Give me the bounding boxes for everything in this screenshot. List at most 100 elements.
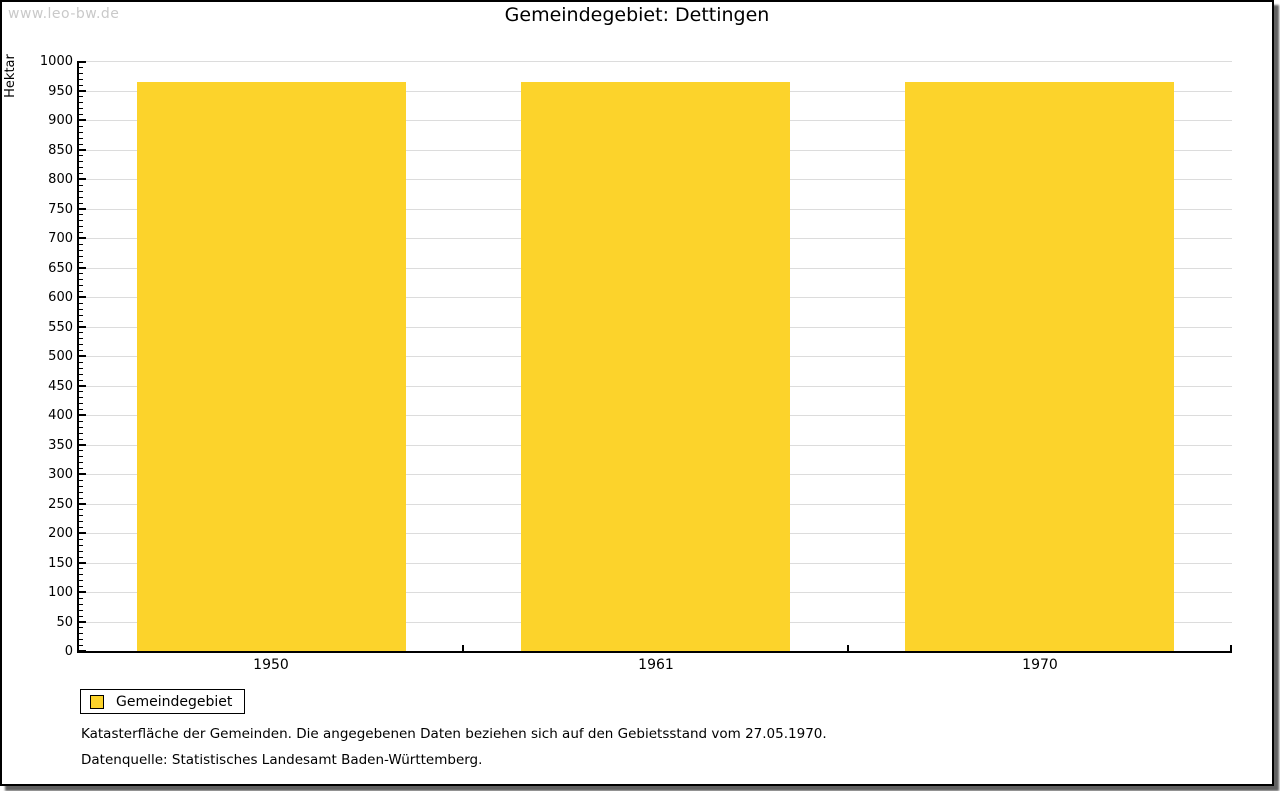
y-axis-major-tick [79, 414, 86, 416]
y-axis-tick-label: 50 [56, 614, 73, 630]
y-axis-minor-tick [79, 85, 83, 86]
y-axis-minor-tick [79, 586, 83, 587]
y-axis-minor-tick [79, 380, 83, 381]
y-axis-minor-tick [79, 574, 83, 575]
y-axis-minor-tick [79, 480, 83, 481]
y-axis-minor-tick [79, 598, 83, 599]
y-axis-minor-tick [79, 161, 83, 162]
y-axis-minor-tick [79, 568, 83, 569]
legend-swatch [90, 694, 104, 709]
y-axis-minor-tick [79, 273, 83, 274]
bar-1950 [137, 82, 406, 651]
y-axis-minor-tick [79, 450, 83, 451]
y-axis-minor-tick [79, 391, 83, 392]
y-axis-minor-tick [79, 303, 83, 304]
y-axis-major-tick [79, 473, 86, 475]
y-axis-minor-tick [79, 409, 83, 410]
y-axis-minor-tick [79, 232, 83, 233]
y-axis-minor-tick [79, 456, 83, 457]
y-axis-minor-tick [79, 332, 83, 333]
y-axis-minor-tick [79, 197, 83, 198]
y-axis-tick-label: 500 [48, 349, 73, 364]
y-axis-minor-tick [79, 521, 83, 522]
source-note: Katasterfläche der Gemeinden. Die angege… [81, 726, 827, 742]
y-axis-major-tick [79, 385, 86, 387]
y-axis-minor-tick [79, 167, 83, 168]
y-axis-minor-tick [79, 627, 83, 628]
y-axis-major-tick [79, 149, 86, 151]
y-axis-minor-tick [79, 73, 83, 74]
y-axis-tick-label: 700 [48, 231, 73, 246]
y-axis-minor-tick [79, 639, 83, 640]
y-axis-tick-label: 250 [48, 496, 73, 512]
y-axis-major-tick [79, 61, 86, 63]
y-axis-minor-tick [79, 633, 83, 634]
y-axis-minor-tick [79, 185, 83, 186]
y-axis-minor-tick [79, 509, 83, 510]
x-axis-tick [462, 645, 464, 651]
y-axis-major-tick [79, 90, 86, 92]
y-axis-minor-tick [79, 368, 83, 369]
y-axis-minor-tick [79, 433, 83, 434]
y-axis-minor-tick [79, 256, 83, 257]
y-axis-minor-tick [79, 144, 83, 145]
y-axis-tick-label: 350 [48, 437, 73, 453]
y-axis-minor-tick [79, 291, 83, 292]
y-axis-tick-label: 200 [48, 526, 73, 541]
gridline [79, 61, 1232, 62]
y-axis-major-tick [79, 237, 86, 239]
data-source: Datenquelle: Statistisches Landesamt Bad… [81, 752, 483, 768]
y-axis-minor-tick [79, 279, 83, 280]
y-axis-minor-tick [79, 551, 83, 552]
y-axis-minor-tick [79, 492, 83, 493]
y-axis-tick-label: 650 [48, 260, 73, 276]
y-axis-minor-tick [79, 138, 83, 139]
y-axis-minor-tick [79, 557, 83, 558]
y-axis-minor-tick [79, 580, 83, 581]
x-axis-tick [1230, 645, 1232, 651]
y-axis-minor-tick [79, 108, 83, 109]
y-axis-tick-label: 0 [64, 644, 73, 659]
y-axis-minor-tick [79, 468, 83, 469]
x-axis-category-label: 1961 [638, 657, 674, 673]
y-axis-minor-tick [79, 96, 83, 97]
y-axis-minor-tick [79, 244, 83, 245]
y-axis-major-tick [79, 444, 86, 446]
bar-1961 [521, 82, 790, 651]
y-axis-tick-label: 800 [48, 172, 73, 187]
y-axis-major-tick [79, 119, 86, 121]
y-axis-tick-label: 750 [48, 201, 73, 217]
legend-label: Gemeindegebiet [116, 693, 233, 710]
y-axis-tick-label: 400 [48, 408, 73, 423]
y-axis-title: Hektar [3, 54, 18, 98]
y-axis-minor-tick [79, 226, 83, 227]
y-axis-minor-tick [79, 114, 83, 115]
y-axis-minor-tick [79, 486, 83, 487]
x-axis-category-label: 1970 [1022, 657, 1058, 673]
y-axis-minor-tick [79, 616, 83, 617]
y-axis-tick-label: 450 [48, 378, 73, 394]
y-axis-minor-tick [79, 403, 83, 404]
y-axis-major-tick [79, 532, 86, 534]
y-axis-major-tick [79, 355, 86, 357]
y-axis-minor-tick [79, 214, 83, 215]
y-axis-minor-tick [79, 132, 83, 133]
x-axis-category-label: 1950 [253, 657, 289, 673]
y-axis-major-tick [79, 178, 86, 180]
y-axis-major-tick [79, 267, 86, 269]
y-axis-minor-tick [79, 126, 83, 127]
y-axis-minor-tick [79, 220, 83, 221]
y-axis-tick-label: 900 [48, 113, 73, 128]
bar-1970 [905, 82, 1174, 651]
y-axis-minor-tick [79, 321, 83, 322]
y-axis-major-tick [79, 208, 86, 210]
y-axis-minor-tick [79, 604, 83, 605]
y-axis-major-tick [79, 503, 86, 505]
y-axis-major-tick [79, 562, 86, 564]
y-axis-minor-tick [79, 102, 83, 103]
y-axis-tick-label: 550 [48, 319, 73, 335]
y-axis-tick-label: 150 [48, 555, 73, 571]
plot-area [77, 61, 1232, 653]
y-axis-tick-label: 950 [48, 83, 73, 99]
